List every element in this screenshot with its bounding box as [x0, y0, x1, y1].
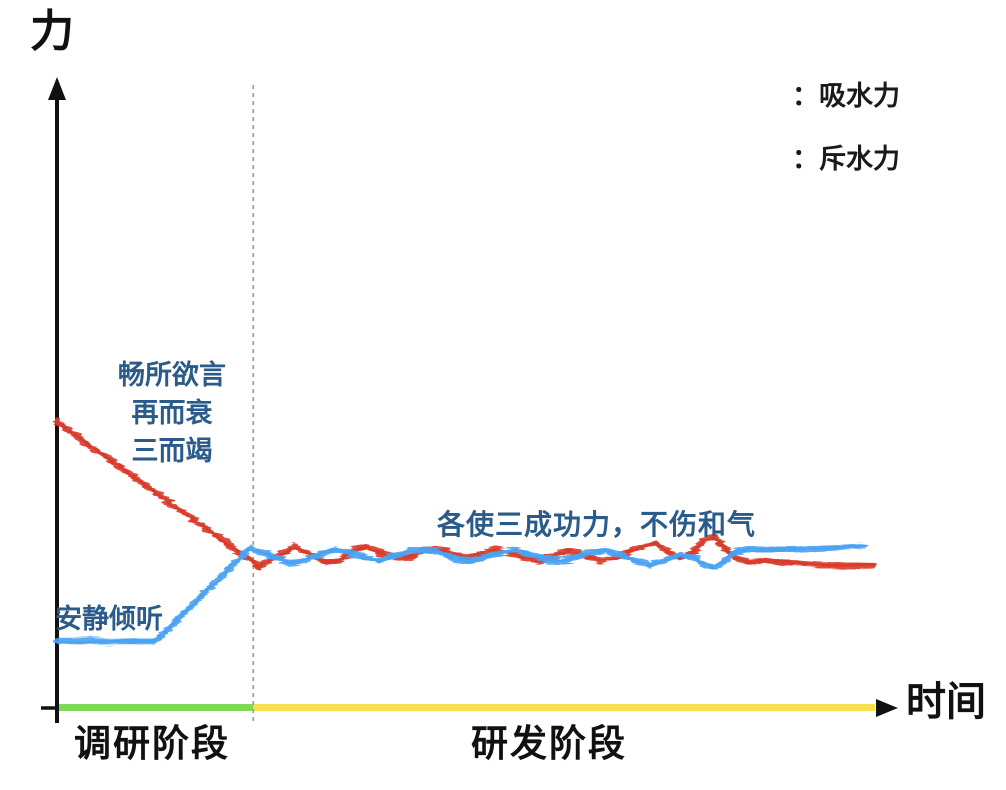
y-axis-label: 力: [30, 7, 74, 56]
x-axis-label: 时间: [906, 680, 986, 724]
annotation-speak-line1: 畅所欲言: [118, 360, 226, 390]
series-repel-line: [54, 543, 869, 645]
x-axis-research-phase-bar: [57, 704, 254, 711]
y-axis-arrowhead-icon: [48, 77, 66, 100]
legend-label-repel: ：斥水力: [792, 144, 900, 174]
annotation-speak-line3: 三而竭: [131, 436, 213, 466]
x-axis-dev-phase-bar: [253, 704, 876, 711]
phase-label-research: 调研阶段: [74, 723, 230, 764]
annotation-balanced-effort: 各使三成功力，不伤和气: [437, 509, 757, 540]
x-axis-arrowhead-icon: [876, 699, 898, 717]
annotation-quiet-listening: 安静倾听: [55, 604, 163, 634]
phase-label-dev: 研发阶段: [471, 723, 627, 764]
annotation-speak-line2: 再而衰: [131, 398, 213, 428]
annotation-speak-freely: 畅所欲言 再而衰 三而竭: [82, 356, 262, 470]
legend-label-absorb: ：吸水力: [792, 81, 900, 111]
